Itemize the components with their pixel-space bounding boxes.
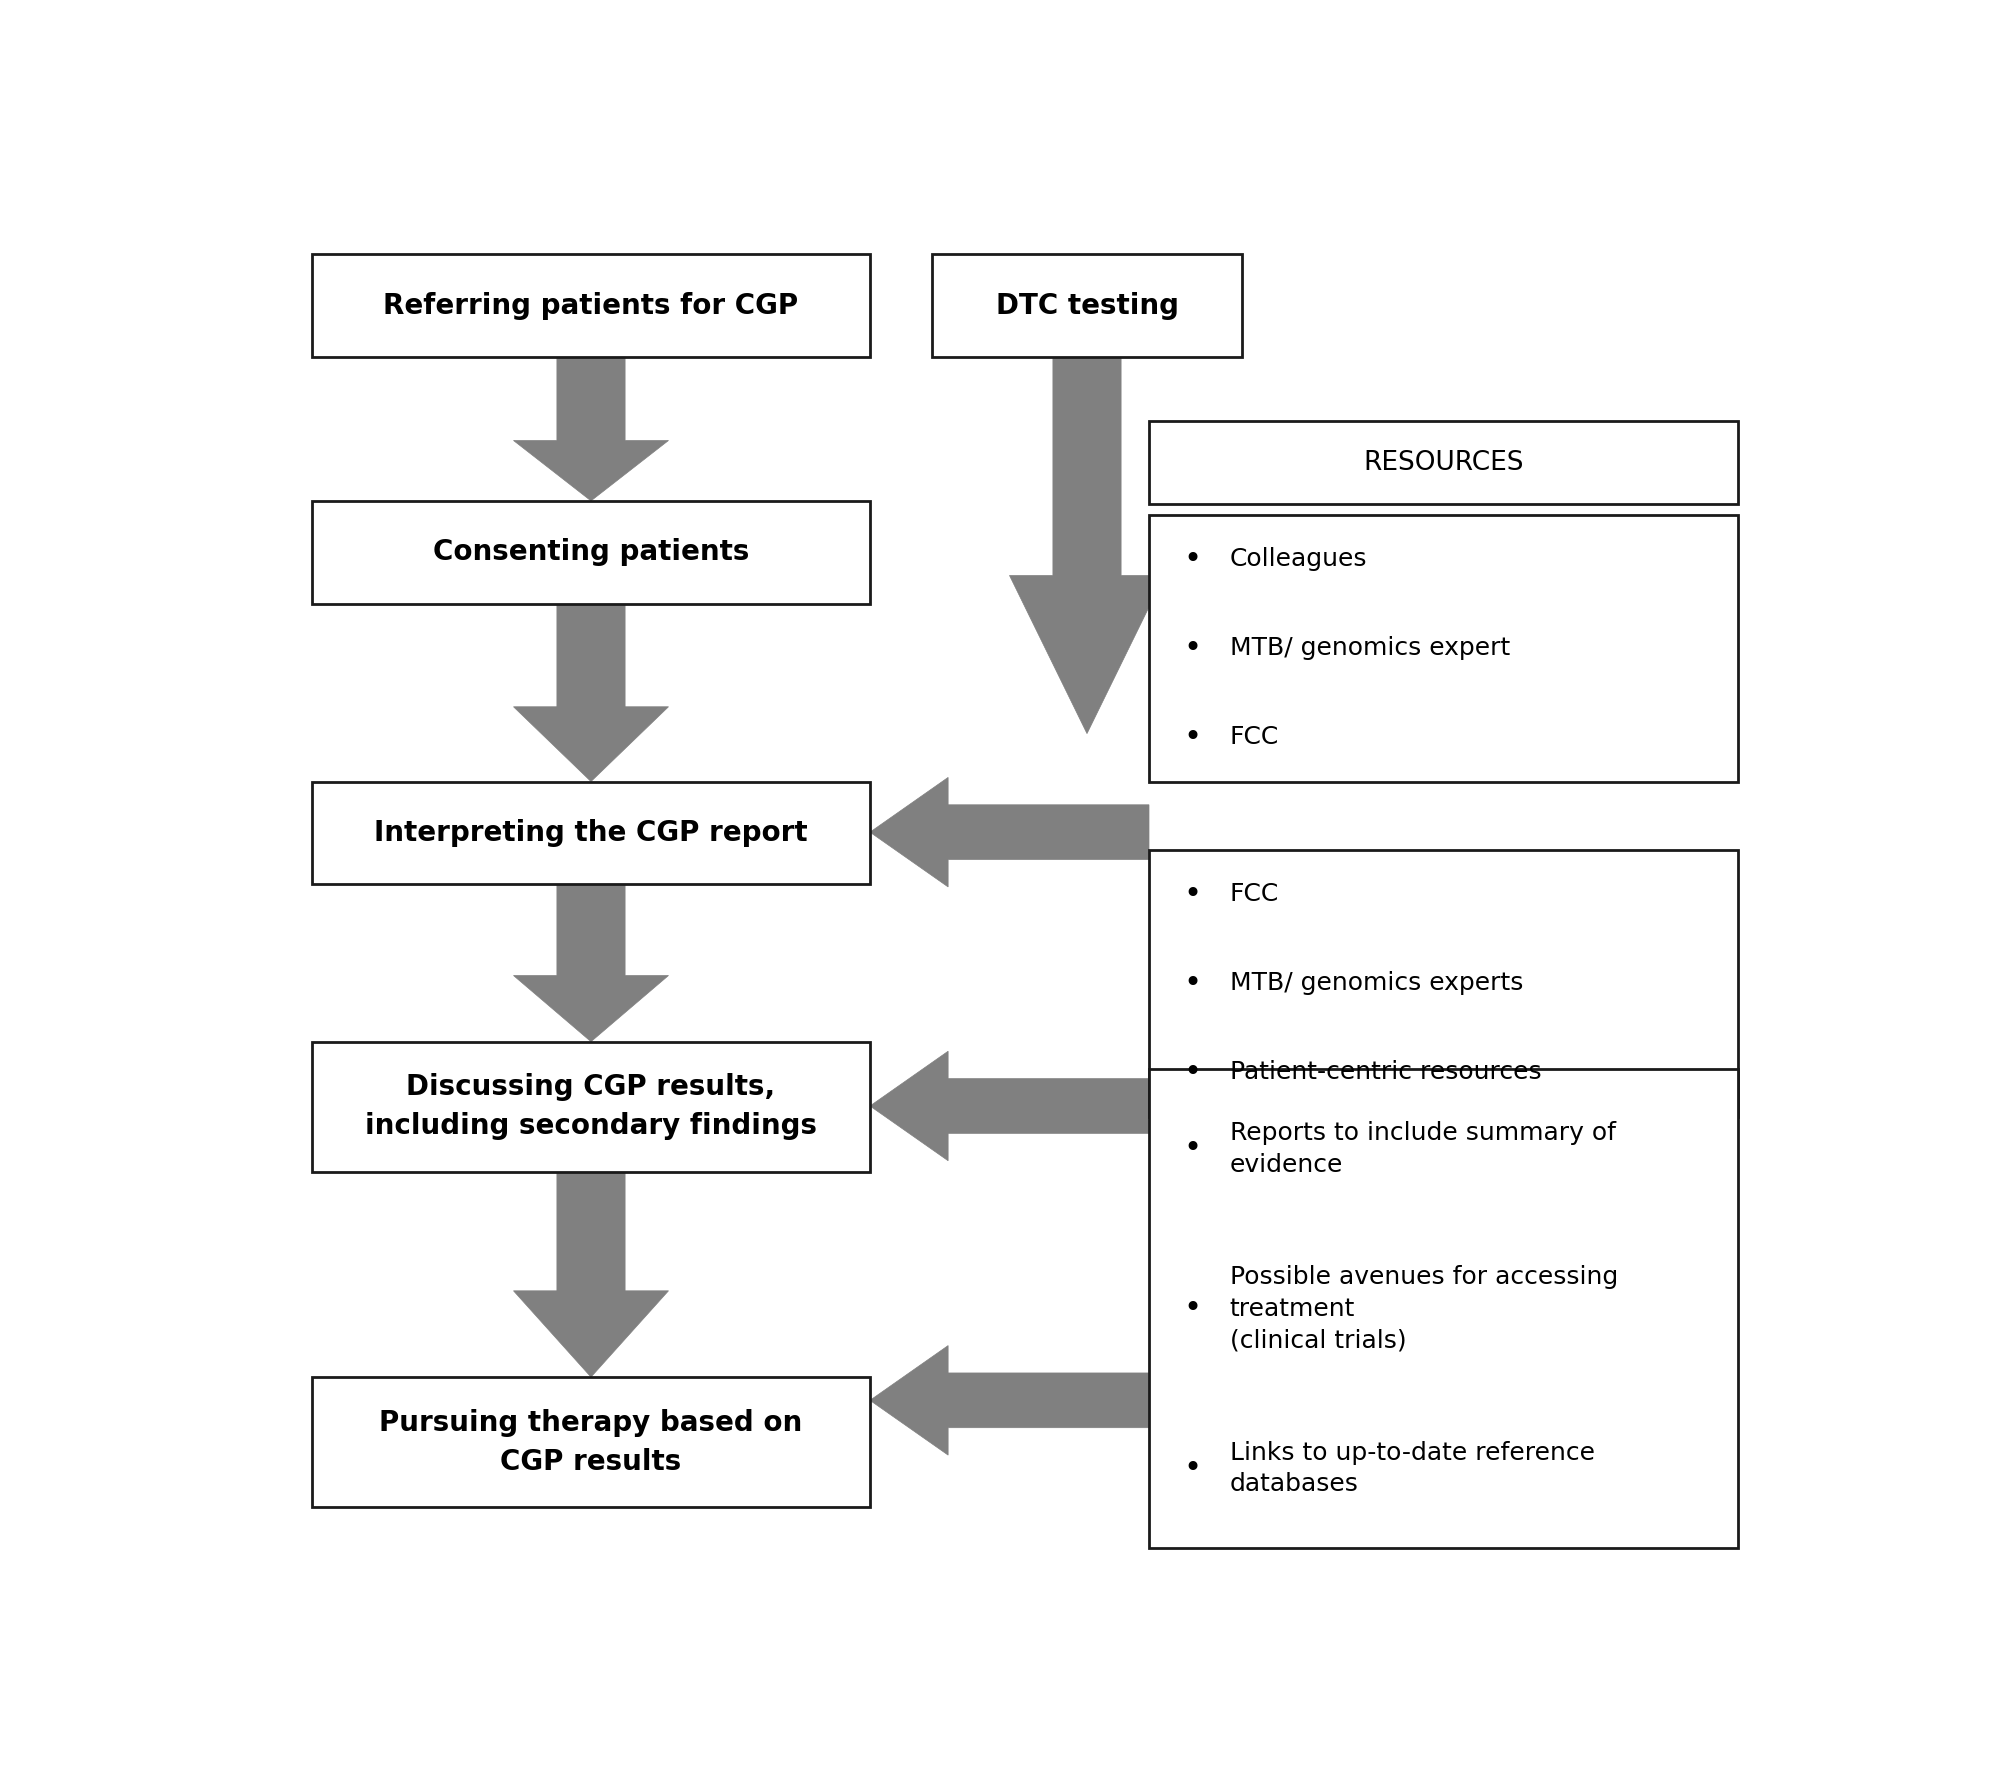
Text: •: • <box>1184 880 1202 909</box>
Text: Reports to include summary of
evidence: Reports to include summary of evidence <box>1230 1122 1616 1177</box>
Text: DTC testing: DTC testing <box>996 292 1178 320</box>
Text: Interpreting the CGP report: Interpreting the CGP report <box>374 820 808 846</box>
Text: Pursuing therapy based on
CGP results: Pursuing therapy based on CGP results <box>380 1408 802 1476</box>
Text: •: • <box>1184 544 1202 574</box>
Polygon shape <box>870 1346 1148 1454</box>
FancyBboxPatch shape <box>1148 850 1738 1117</box>
FancyBboxPatch shape <box>312 501 870 603</box>
Text: FCC: FCC <box>1230 725 1278 749</box>
Polygon shape <box>870 777 1148 887</box>
Text: •: • <box>1184 722 1202 752</box>
FancyBboxPatch shape <box>1148 514 1738 782</box>
Polygon shape <box>514 1172 668 1376</box>
Text: RESOURCES: RESOURCES <box>1364 450 1524 475</box>
Text: Links to up-to-date reference
databases: Links to up-to-date reference databases <box>1230 1440 1594 1495</box>
Text: •: • <box>1184 1058 1202 1086</box>
Text: MTB/ genomics experts: MTB/ genomics experts <box>1230 971 1522 996</box>
Text: Colleagues: Colleagues <box>1230 548 1368 571</box>
Text: FCC: FCC <box>1230 882 1278 907</box>
FancyBboxPatch shape <box>1148 1069 1738 1549</box>
Text: Referring patients for CGP: Referring patients for CGP <box>384 292 798 320</box>
Text: •: • <box>1184 1454 1202 1483</box>
Text: •: • <box>1184 1134 1202 1163</box>
FancyBboxPatch shape <box>312 782 870 884</box>
Text: •: • <box>1184 1294 1202 1323</box>
Polygon shape <box>514 603 668 782</box>
Text: MTB/ genomics expert: MTB/ genomics expert <box>1230 637 1510 660</box>
FancyBboxPatch shape <box>1148 421 1738 503</box>
FancyBboxPatch shape <box>312 1042 870 1172</box>
Polygon shape <box>1010 357 1164 734</box>
Text: Possible avenues for accessing
treatment
(clinical trials): Possible avenues for accessing treatment… <box>1230 1264 1618 1353</box>
Text: Consenting patients: Consenting patients <box>432 539 750 565</box>
Polygon shape <box>514 357 668 501</box>
FancyBboxPatch shape <box>312 1376 870 1508</box>
Text: •: • <box>1184 969 1202 997</box>
Polygon shape <box>870 1051 1148 1161</box>
FancyBboxPatch shape <box>312 254 870 357</box>
Text: Discussing CGP results,
including secondary findings: Discussing CGP results, including second… <box>364 1074 818 1140</box>
Text: •: • <box>1184 633 1202 663</box>
Polygon shape <box>514 884 668 1042</box>
FancyBboxPatch shape <box>932 254 1242 357</box>
Text: Patient-centric resources: Patient-centric resources <box>1230 1060 1542 1085</box>
